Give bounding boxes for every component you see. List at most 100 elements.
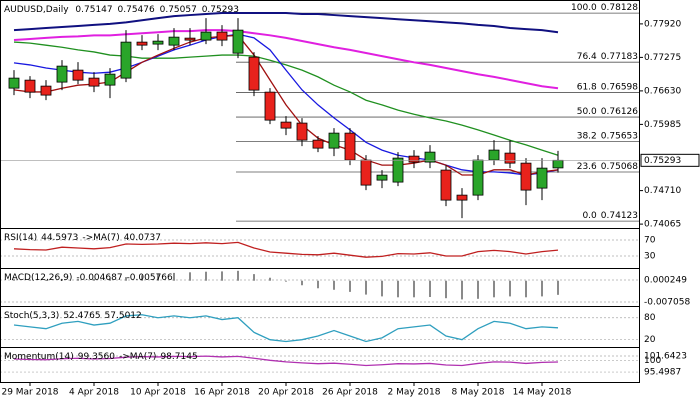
candle-body (408, 155, 420, 163)
candle-body (504, 152, 516, 164)
indicator-header-part: 57.5012 (105, 311, 142, 321)
symbol: AUDUSD,Daily (4, 5, 69, 15)
fibonacci-label: 61.8 0.76598 (577, 82, 639, 92)
candle-body (312, 139, 324, 149)
indicator-header-part: 99.3560 (78, 352, 115, 362)
y-tick-label: 30 (644, 252, 656, 262)
candle-body (360, 159, 372, 186)
fibonacci-level: 23.6 (577, 162, 597, 172)
chart-header: AUDUSD,Daily 0.75147 0.75476 0.75057 0.7… (4, 5, 239, 15)
fibonacci-value: 0.76598 (601, 82, 638, 92)
candle-body (72, 69, 84, 81)
moving-average (13, 41, 559, 156)
indicator-header-part: 52.4765 (63, 311, 100, 321)
fibonacci-level: 38.2 (577, 131, 597, 141)
y-tick-label: 100 (644, 356, 661, 366)
indicator-header-part: Momentum(14) (4, 352, 74, 362)
indicator-header-part: 40.0737 (124, 233, 161, 243)
candle-body (56, 65, 68, 83)
fibonacci-label: 76.4 0.77183 (577, 52, 638, 62)
indicator-header-part: -0.004687 (76, 273, 122, 283)
candle-body (376, 174, 388, 181)
candle-body (232, 29, 244, 54)
fibonacci-label: 100.0 0.78128 (571, 3, 638, 13)
indicator-header-part: -0.005766 (127, 273, 173, 283)
y-tick-label: 0.74710 (644, 186, 681, 196)
moving-average (13, 11, 559, 34)
header-low: 0.75057 (160, 5, 197, 15)
indicator-header-part: 44.5973 (41, 233, 78, 243)
candle-body (104, 73, 116, 86)
plot-frame (0, 0, 640, 383)
candle-body (24, 79, 36, 93)
y-tick-label: 0.74065 (644, 220, 681, 230)
candle-body (264, 91, 276, 121)
candle-body (520, 162, 532, 191)
moving-average (13, 33, 559, 176)
candle-body (472, 159, 484, 196)
fibonacci-label: 23.6 0.75068 (577, 162, 639, 172)
fibonacci-level: 61.8 (577, 82, 597, 92)
indicator-header-part: ->MA(7) (119, 352, 156, 362)
current-price-label: 0.75293 (644, 156, 681, 166)
candle-body (488, 149, 500, 161)
indicator-line (13, 355, 559, 367)
fibonacci-value: 0.75068 (601, 162, 638, 172)
y-tick-label: 95.4987 (644, 368, 681, 378)
y-tick-label: 0.75985 (644, 120, 681, 130)
candle-body (344, 132, 356, 161)
x-tick-label: 26 Apr 2018 (322, 388, 378, 398)
plot-area: 0.77920 0.77275 0.76630 0.75985 0.74710 0.740… (0, 3, 700, 398)
candle-body (152, 40, 164, 45)
x-tick-label: 29 Mar 2018 (1, 388, 58, 398)
x-tick-label: 10 Apr 2018 (130, 388, 186, 398)
indicator-line (13, 241, 559, 258)
candle-body (136, 41, 148, 46)
candle-body (328, 132, 340, 149)
x-tick-label: 4 Apr 2018 (69, 388, 119, 398)
y-tick-label: 70 (644, 236, 656, 246)
candle-body (552, 159, 564, 169)
candle-body (248, 56, 260, 91)
current-price-box (640, 153, 700, 167)
indicator-header-part: MACD(12,26,9) (4, 273, 72, 283)
y-tick-label: 0.76630 (644, 86, 681, 96)
candle-body (216, 31, 228, 41)
x-tick-label: 16 Apr 2018 (194, 388, 250, 398)
candle-body (168, 36, 180, 46)
y-tick-label: 20 (644, 335, 656, 345)
candle-body (40, 85, 52, 96)
indicator-header: Momentum(14) 99.3560 ->MA(7) 98.7145 (4, 352, 198, 362)
fibonacci-value: 0.74123 (601, 211, 638, 221)
y-tick-label: -0.007058 (644, 297, 690, 307)
indicator-header: RSI(14) 44.5973 ->MA(7) 40.0737 (4, 233, 161, 243)
candle-body (184, 37, 196, 41)
y-tick-label: 80 (644, 313, 656, 323)
indicator-header-part: RSI(14) (4, 233, 37, 243)
candle-body (456, 194, 468, 201)
candle-body (88, 77, 100, 87)
candle-body (424, 151, 436, 163)
candle-body (296, 122, 308, 141)
y-tick-label: 0.000249 (644, 275, 687, 285)
x-tick-label: 20 Apr 2018 (258, 388, 314, 398)
indicator-header: MACD(12,26,9) -0.004687 -0.005766 (4, 273, 173, 283)
x-tick-label: 8 May 2018 (452, 388, 505, 398)
fibonacci-value: 0.78128 (601, 3, 638, 13)
x-tick-label: 14 May 2018 (513, 388, 572, 398)
y-tick-label: 0.77275 (644, 53, 681, 63)
fibonacci-level: 76.4 (577, 52, 597, 62)
header-open: 0.75147 (75, 5, 112, 15)
fibonacci-value: 0.77183 (601, 52, 638, 62)
candle-body (8, 77, 20, 89)
fibonacci-label: 50.0 0.76126 (577, 107, 639, 117)
candle-body (200, 31, 212, 41)
candle-body (392, 157, 404, 183)
fibonacci-level: 50.0 (577, 107, 597, 117)
indicator-header-part: Stoch(5,3,3) (4, 311, 59, 321)
fibonacci-level: 0.0 (582, 211, 597, 221)
header-high: 0.75476 (118, 5, 155, 15)
indicator-line (13, 314, 559, 343)
candle-body (440, 169, 452, 201)
